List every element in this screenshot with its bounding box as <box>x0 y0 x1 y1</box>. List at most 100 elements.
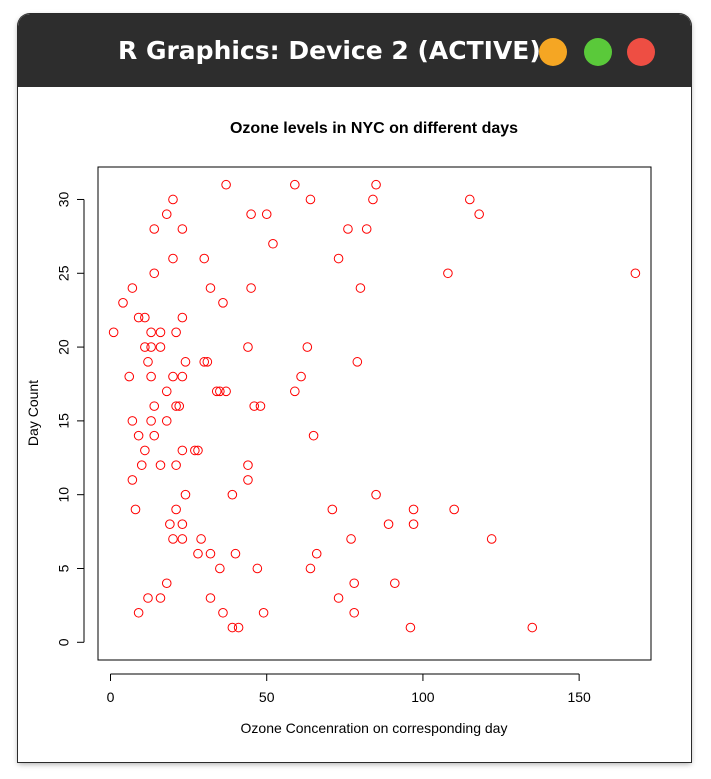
data-point <box>361 224 372 234</box>
data-point <box>143 357 153 367</box>
y-tick-label: 20 <box>56 339 72 355</box>
x-tick-label: 100 <box>411 689 435 705</box>
minimize-icon[interactable] <box>539 38 567 66</box>
maximize-icon[interactable] <box>584 38 612 66</box>
y-tick-label: 10 <box>56 487 72 503</box>
data-point <box>258 607 269 618</box>
data-point <box>180 357 191 367</box>
data-point <box>255 401 266 411</box>
x-axis: 0 50 100 150 <box>107 673 591 705</box>
data-point <box>630 268 641 279</box>
data-point <box>146 416 156 426</box>
data-points <box>108 179 641 633</box>
y-tick-label: 0 <box>56 638 72 646</box>
data-point <box>149 401 160 411</box>
data-point <box>155 327 166 338</box>
data-point <box>161 209 172 220</box>
data-point <box>124 371 135 382</box>
data-point <box>474 209 484 220</box>
data-point <box>527 622 538 633</box>
data-point <box>246 283 256 293</box>
data-point <box>218 297 228 308</box>
data-point <box>140 445 150 456</box>
data-point <box>230 548 241 559</box>
data-point <box>168 194 178 205</box>
data-point <box>130 504 141 515</box>
data-point <box>221 179 231 190</box>
data-point <box>168 534 178 544</box>
data-point <box>146 327 156 338</box>
data-point <box>383 519 394 530</box>
data-point <box>268 238 278 249</box>
data-point <box>155 593 166 603</box>
data-point <box>161 578 172 589</box>
data-point <box>149 268 160 279</box>
data-point <box>233 622 244 633</box>
data-point <box>221 386 231 397</box>
data-point <box>171 327 181 338</box>
data-point <box>211 386 222 397</box>
data-point <box>349 607 359 618</box>
data-point <box>133 430 144 441</box>
y-tick-label: 15 <box>56 413 72 429</box>
data-point <box>155 460 166 470</box>
data-point <box>177 445 188 456</box>
data-point <box>368 194 378 205</box>
y-axis-label: Day Count <box>25 380 41 446</box>
data-point <box>127 283 138 293</box>
r-graphics-window: R Graphics: Device 2 (ACTIVE) Ozone leve… <box>18 14 691 762</box>
data-point <box>243 342 253 352</box>
data-point <box>371 179 381 190</box>
data-point <box>171 460 181 470</box>
data-point <box>199 357 210 367</box>
data-point <box>177 224 188 234</box>
data-point <box>199 253 210 264</box>
x-axis-label: Ozone Concenration on corresponding day <box>241 720 508 736</box>
data-point <box>408 504 419 515</box>
data-point <box>261 209 272 220</box>
data-point <box>205 548 216 559</box>
data-point <box>243 475 253 485</box>
data-point <box>305 563 316 574</box>
data-point <box>174 401 185 411</box>
data-point <box>371 489 381 500</box>
data-point <box>133 607 144 618</box>
data-point <box>443 268 453 279</box>
data-point <box>405 622 416 633</box>
data-point <box>180 489 191 500</box>
y-tick-label: 30 <box>56 191 72 207</box>
data-point <box>171 504 181 515</box>
data-point <box>249 401 260 411</box>
y-tick-label: 25 <box>56 265 72 281</box>
close-icon[interactable] <box>627 38 655 66</box>
data-point <box>355 283 366 293</box>
data-point <box>305 194 316 205</box>
data-point <box>177 519 188 530</box>
data-point <box>193 548 203 559</box>
data-point <box>352 357 363 367</box>
data-point <box>108 327 119 338</box>
scatter-plot: Ozone levels in NYC on different days 0 5… <box>25 120 652 736</box>
data-point <box>168 371 178 382</box>
data-point <box>190 445 200 456</box>
data-point <box>302 342 313 352</box>
data-point <box>327 504 338 515</box>
x-tick-label: 50 <box>259 689 275 705</box>
chart-title: Ozone levels in NYC on different days <box>230 120 518 137</box>
data-point <box>196 534 206 544</box>
data-point <box>227 622 238 633</box>
data-point <box>168 253 178 264</box>
data-point <box>333 253 344 264</box>
x-tick-label: 150 <box>567 689 591 705</box>
data-point <box>118 297 128 308</box>
data-point <box>140 342 150 352</box>
data-point <box>146 371 156 382</box>
data-point <box>202 357 213 367</box>
title-bar[interactable]: R Graphics: Device 2 (ACTIVE) <box>18 14 691 87</box>
data-point <box>246 209 256 220</box>
data-point <box>346 534 356 544</box>
data-point <box>136 460 147 470</box>
data-point <box>243 460 253 470</box>
data-point <box>193 445 203 456</box>
data-point <box>177 312 188 323</box>
